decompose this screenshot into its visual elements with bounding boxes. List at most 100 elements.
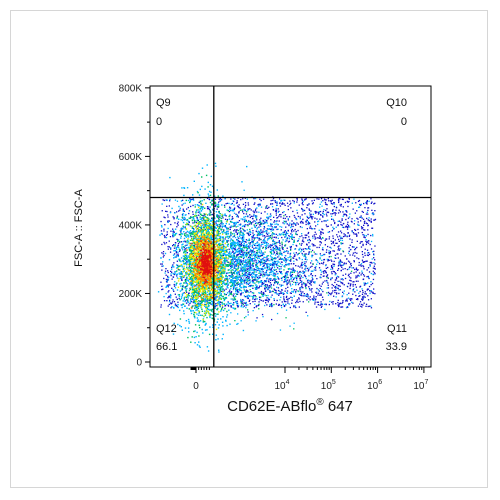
event-dot — [368, 277, 370, 280]
event-dot — [274, 248, 276, 250]
event-dot — [281, 202, 284, 204]
event-dot — [258, 251, 260, 253]
event-dot — [227, 233, 229, 235]
event-dot — [253, 279, 255, 281]
event-dot — [270, 273, 272, 276]
event-dot — [305, 253, 307, 255]
event-dot — [289, 246, 291, 248]
event-dot — [309, 222, 311, 225]
event-dot — [238, 256, 240, 258]
event-dot — [275, 278, 277, 280]
event-dot — [337, 220, 339, 222]
event-dot — [236, 215, 238, 218]
event-dot — [223, 280, 225, 282]
event-dot — [221, 236, 224, 238]
event-dot — [359, 216, 361, 218]
event-dot — [217, 267, 219, 270]
event-dot — [285, 231, 287, 233]
event-dot — [277, 276, 279, 279]
event-dot — [186, 256, 189, 259]
event-dot — [361, 251, 363, 253]
event-dot — [251, 244, 254, 246]
event-dot — [265, 281, 267, 283]
event-dot — [233, 299, 235, 301]
event-dot — [261, 254, 263, 256]
event-dot — [210, 211, 212, 213]
event-dot — [248, 270, 250, 272]
event-dot — [311, 256, 313, 258]
event-dot — [206, 329, 208, 331]
event-dot — [271, 270, 273, 272]
event-dot — [318, 284, 321, 286]
event-dot — [299, 289, 301, 291]
event-dot — [228, 202, 230, 205]
event-dot — [216, 313, 218, 315]
event-dot — [239, 259, 241, 261]
event-dot — [191, 281, 193, 284]
event-dot — [335, 226, 337, 228]
event-dot — [272, 199, 274, 201]
event-dot — [260, 261, 262, 263]
event-dot — [373, 271, 376, 274]
event-dot — [181, 246, 183, 248]
event-dot — [222, 316, 224, 318]
event-dot — [167, 270, 169, 272]
event-dot — [177, 244, 179, 246]
event-dot — [236, 259, 238, 262]
event-dot — [370, 202, 372, 204]
event-dot — [301, 281, 303, 283]
event-dot — [256, 247, 258, 249]
event-dot — [177, 253, 179, 255]
event-dot — [369, 243, 371, 246]
event-dot — [240, 281, 243, 283]
event-dot — [342, 300, 344, 302]
event-dot — [283, 231, 286, 233]
event-dot — [229, 265, 232, 267]
event-dot — [164, 270, 167, 272]
event-dot — [335, 257, 337, 259]
event-dot — [248, 263, 251, 265]
event-dot — [239, 263, 241, 266]
event-dot — [249, 255, 251, 257]
event-dot — [338, 305, 340, 308]
event-dot — [277, 304, 280, 306]
event-dot — [296, 259, 298, 261]
event-dot — [278, 294, 280, 296]
event-dot — [278, 265, 280, 267]
event-dot — [313, 281, 315, 283]
event-dot — [239, 284, 241, 287]
event-dot — [262, 247, 264, 249]
event-dot — [355, 233, 357, 235]
event-dot — [258, 292, 260, 294]
event-dot — [324, 280, 326, 282]
event-dot — [347, 205, 349, 208]
event-dot — [235, 242, 237, 244]
event-dot — [253, 272, 255, 274]
event-dot — [229, 244, 232, 246]
event-dot — [297, 215, 299, 218]
event-dot — [282, 304, 284, 306]
event-dot — [208, 228, 211, 230]
event-dot — [269, 289, 271, 292]
event-dot — [276, 241, 278, 244]
event-dot — [281, 264, 283, 266]
event-dot — [243, 230, 245, 232]
event-dot — [312, 299, 314, 301]
event-dot — [286, 295, 288, 298]
event-dot — [346, 215, 348, 217]
event-dot — [188, 212, 190, 215]
event-dot — [298, 297, 300, 299]
event-dot — [330, 215, 333, 217]
event-dot — [177, 251, 179, 253]
event-dot — [334, 212, 336, 214]
event-dot — [293, 281, 295, 283]
event-dot — [300, 290, 302, 293]
event-dot — [295, 218, 298, 221]
event-dot — [204, 287, 206, 289]
event-dot — [372, 251, 374, 253]
event-dot — [311, 288, 313, 290]
event-dot — [249, 279, 251, 281]
event-dot — [276, 247, 279, 249]
event-dot — [186, 262, 188, 264]
event-dot — [234, 281, 237, 283]
